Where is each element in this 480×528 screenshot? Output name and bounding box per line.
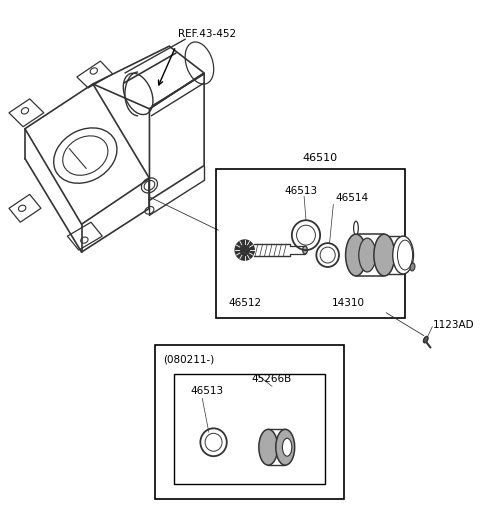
Ellipse shape	[423, 336, 428, 343]
Text: (080211-): (080211-)	[163, 354, 214, 364]
Text: 46512: 46512	[228, 298, 261, 308]
Bar	[283, 441, 291, 453]
Ellipse shape	[235, 240, 254, 260]
Text: 46513: 46513	[191, 386, 224, 397]
Bar	[216, 168, 405, 318]
Ellipse shape	[410, 263, 415, 271]
Text: 1123AD: 1123AD	[433, 319, 475, 329]
Text: 46510: 46510	[302, 153, 338, 163]
Ellipse shape	[359, 238, 376, 272]
Ellipse shape	[303, 246, 307, 254]
Bar	[155, 345, 344, 499]
Ellipse shape	[374, 234, 395, 276]
Ellipse shape	[282, 438, 292, 456]
Ellipse shape	[354, 221, 359, 235]
Text: 45266B: 45266B	[252, 374, 292, 384]
Text: 14310: 14310	[332, 298, 365, 308]
Text: 46514: 46514	[335, 193, 368, 203]
Ellipse shape	[259, 429, 278, 465]
Bar	[174, 374, 325, 484]
Text: 46513: 46513	[285, 186, 318, 196]
Ellipse shape	[393, 236, 413, 274]
Text: REF.43-452: REF.43-452	[178, 29, 236, 39]
Ellipse shape	[276, 429, 295, 465]
Ellipse shape	[346, 234, 366, 276]
